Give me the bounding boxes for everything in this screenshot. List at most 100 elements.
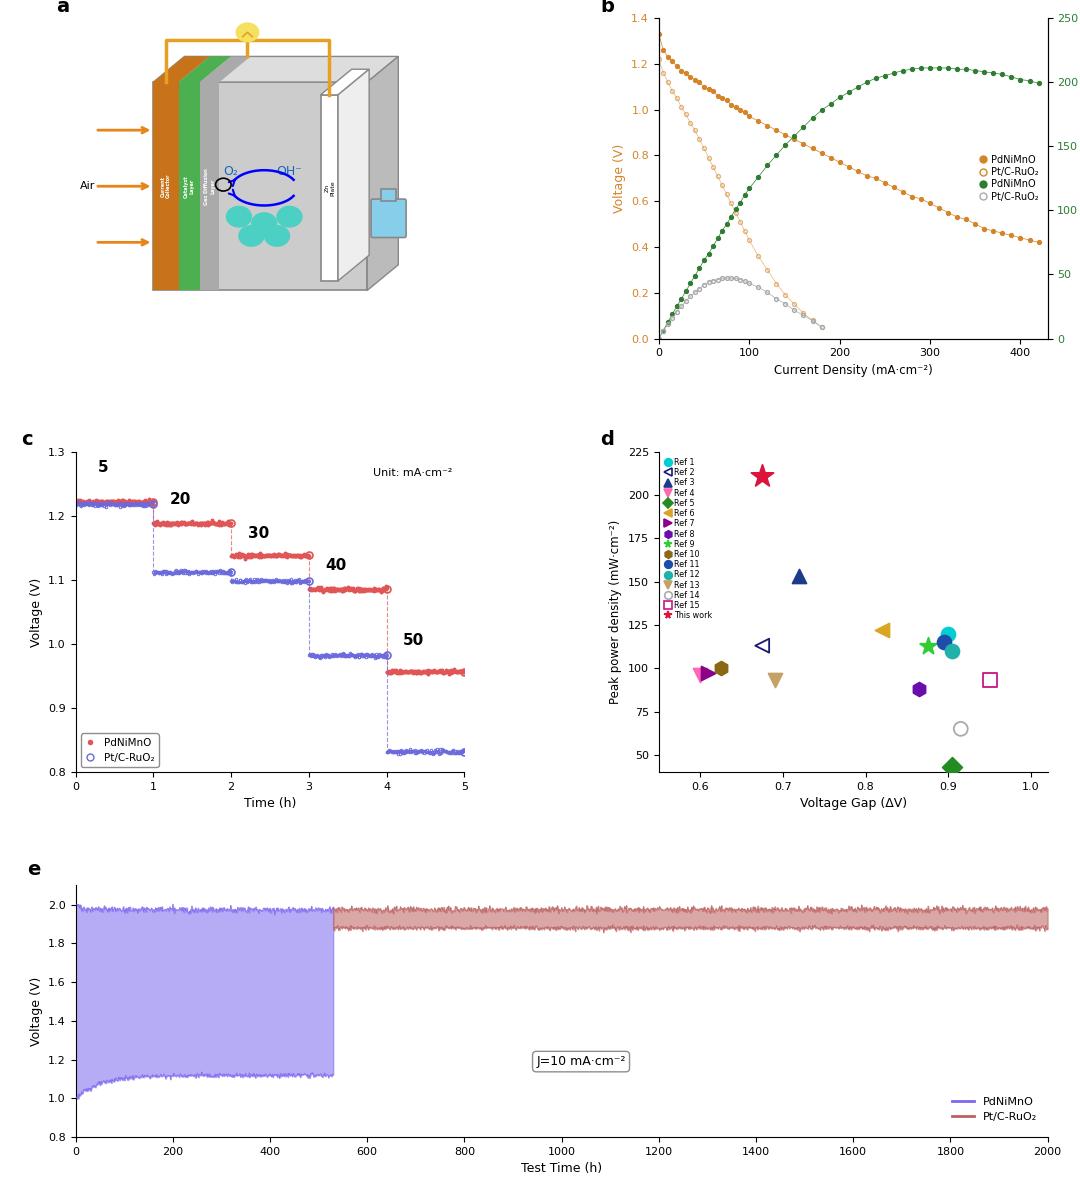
- Pt/C-RuO2 V: [725, 196, 738, 211]
- Text: 20: 20: [170, 492, 191, 508]
- Text: c: c: [22, 430, 32, 449]
- PdNiMnO P: [915, 61, 928, 75]
- Point: [754, 467, 771, 486]
- FancyBboxPatch shape: [200, 83, 219, 291]
- Y-axis label: Voltage (V): Voltage (V): [29, 577, 42, 646]
- Circle shape: [252, 213, 276, 233]
- PdNiMnO P: [842, 85, 855, 99]
- X-axis label: Test Time (h): Test Time (h): [521, 1162, 603, 1175]
- Circle shape: [227, 206, 252, 227]
- Pt/C-RuO2 P: [675, 299, 688, 314]
- Legend: PdNiMnO, Pt/C-RuO₂: PdNiMnO, Pt/C-RuO₂: [81, 734, 159, 767]
- Polygon shape: [338, 69, 369, 281]
- Pt/C-RuO2 P: [760, 285, 773, 299]
- Pt/C-RuO2 P: [720, 271, 733, 285]
- Text: OH⁻: OH⁻: [276, 165, 302, 178]
- Text: Catalyst
Layer: Catalyst Layer: [184, 175, 194, 198]
- Pt/C-RuO2 P: [693, 281, 706, 296]
- Point: [712, 658, 729, 678]
- Pt/C-RuO2 V: [671, 91, 684, 105]
- PdNiMnO V: [861, 169, 874, 183]
- Point: [940, 624, 957, 643]
- Point: [944, 642, 961, 661]
- PdNiMnO V: [833, 156, 846, 170]
- X-axis label: Voltage Gap (ΔV): Voltage Gap (ΔV): [799, 797, 907, 810]
- Text: Air: Air: [80, 181, 95, 192]
- Pt/C-RuO2 V: [779, 287, 792, 302]
- Pt/C-RuO2 P: [671, 304, 684, 318]
- Pt/C-RuO2 P: [779, 297, 792, 311]
- Point: [700, 664, 717, 683]
- PdNiMnO V: [842, 159, 855, 174]
- Text: O₂: O₂: [224, 165, 239, 178]
- PdNiMnO V: [716, 91, 729, 105]
- Polygon shape: [321, 69, 369, 95]
- Text: 5: 5: [97, 460, 108, 475]
- Pt/C-RuO2 P: [788, 303, 801, 317]
- Pt/C-RuO2 V: [743, 233, 756, 248]
- Point: [981, 670, 998, 689]
- Point: [874, 620, 891, 639]
- Pt/C-RuO2 V: [711, 169, 724, 183]
- Pt/C-RuO2 P: [657, 323, 670, 338]
- X-axis label: Current Density (mA·cm⁻²): Current Density (mA·cm⁻²): [774, 364, 932, 377]
- Polygon shape: [200, 56, 251, 83]
- X-axis label: Time (h): Time (h): [244, 797, 296, 810]
- Y-axis label: Voltage (V): Voltage (V): [29, 977, 42, 1046]
- Pt/C-RuO2 P: [666, 311, 679, 326]
- Line: Pt/C-RuO2 P: Pt/C-RuO2 P: [657, 277, 823, 340]
- FancyBboxPatch shape: [381, 189, 396, 201]
- Point: [754, 636, 771, 655]
- Legend: Ref 1, Ref 2, Ref 3, Ref 4, Ref 5, Ref 6, Ref 7, Ref 8, Ref 9, Ref 10, Ref 11, R: Ref 1, Ref 2, Ref 3, Ref 4, Ref 5, Ref 6…: [663, 456, 715, 622]
- Pt/C-RuO2 P: [729, 271, 742, 285]
- Pt/C-RuO2 V: [815, 320, 828, 334]
- PdNiMnO P: [716, 224, 729, 238]
- Pt/C-RuO2 P: [725, 271, 738, 285]
- PdNiMnO P: [833, 90, 846, 104]
- Pt/C-RuO2 V: [770, 277, 783, 291]
- Pt/C-RuO2 V: [752, 249, 765, 263]
- Point: [919, 636, 936, 655]
- Pt/C-RuO2 P: [698, 278, 711, 292]
- Pt/C-RuO2 P: [661, 317, 674, 332]
- Pt/C-RuO2 P: [702, 275, 715, 290]
- Pt/C-RuO2 V: [679, 107, 692, 121]
- Pt/C-RuO2 P: [797, 309, 810, 323]
- Polygon shape: [153, 56, 210, 83]
- Point: [691, 666, 708, 685]
- Text: 40: 40: [325, 558, 347, 573]
- FancyBboxPatch shape: [178, 83, 200, 291]
- Pt/C-RuO2 P: [770, 292, 783, 306]
- Pt/C-RuO2 V: [702, 151, 715, 165]
- Pt/C-RuO2 P: [684, 288, 697, 303]
- Pt/C-RuO2 V: [806, 312, 819, 327]
- FancyBboxPatch shape: [153, 83, 367, 291]
- Pt/C-RuO2 P: [815, 320, 828, 334]
- Pt/C-RuO2 V: [788, 297, 801, 311]
- PdNiMnO P: [933, 61, 946, 75]
- Point: [910, 680, 928, 699]
- Circle shape: [265, 226, 289, 247]
- Y-axis label: Peak power density (mW·cm⁻²): Peak power density (mW·cm⁻²): [609, 519, 622, 704]
- FancyBboxPatch shape: [153, 83, 178, 291]
- Polygon shape: [153, 56, 399, 83]
- Point: [953, 719, 970, 739]
- Pt/C-RuO2 P: [688, 285, 701, 299]
- Pt/C-RuO2 V: [675, 101, 688, 115]
- FancyBboxPatch shape: [372, 199, 406, 237]
- Text: 30: 30: [247, 527, 269, 541]
- Pt/C-RuO2 V: [720, 187, 733, 201]
- Pt/C-RuO2 P: [733, 273, 746, 287]
- Pt/C-RuO2 P: [679, 294, 692, 309]
- Circle shape: [237, 24, 258, 42]
- Pt/C-RuO2 V: [733, 214, 746, 229]
- Pt/C-RuO2 V: [706, 159, 719, 174]
- Circle shape: [239, 226, 264, 247]
- Pt/C-RuO2 V: [693, 132, 706, 146]
- Legend: PdNiMnO, Pt/C-RuO₂: PdNiMnO, Pt/C-RuO₂: [948, 1092, 1042, 1126]
- Pt/C-RuO2 V: [760, 262, 773, 277]
- PdNiMnO P: [652, 332, 665, 346]
- Pt/C-RuO2 V: [739, 224, 752, 238]
- Text: e: e: [27, 861, 40, 880]
- Y-axis label: Voltage (V): Voltage (V): [612, 144, 625, 213]
